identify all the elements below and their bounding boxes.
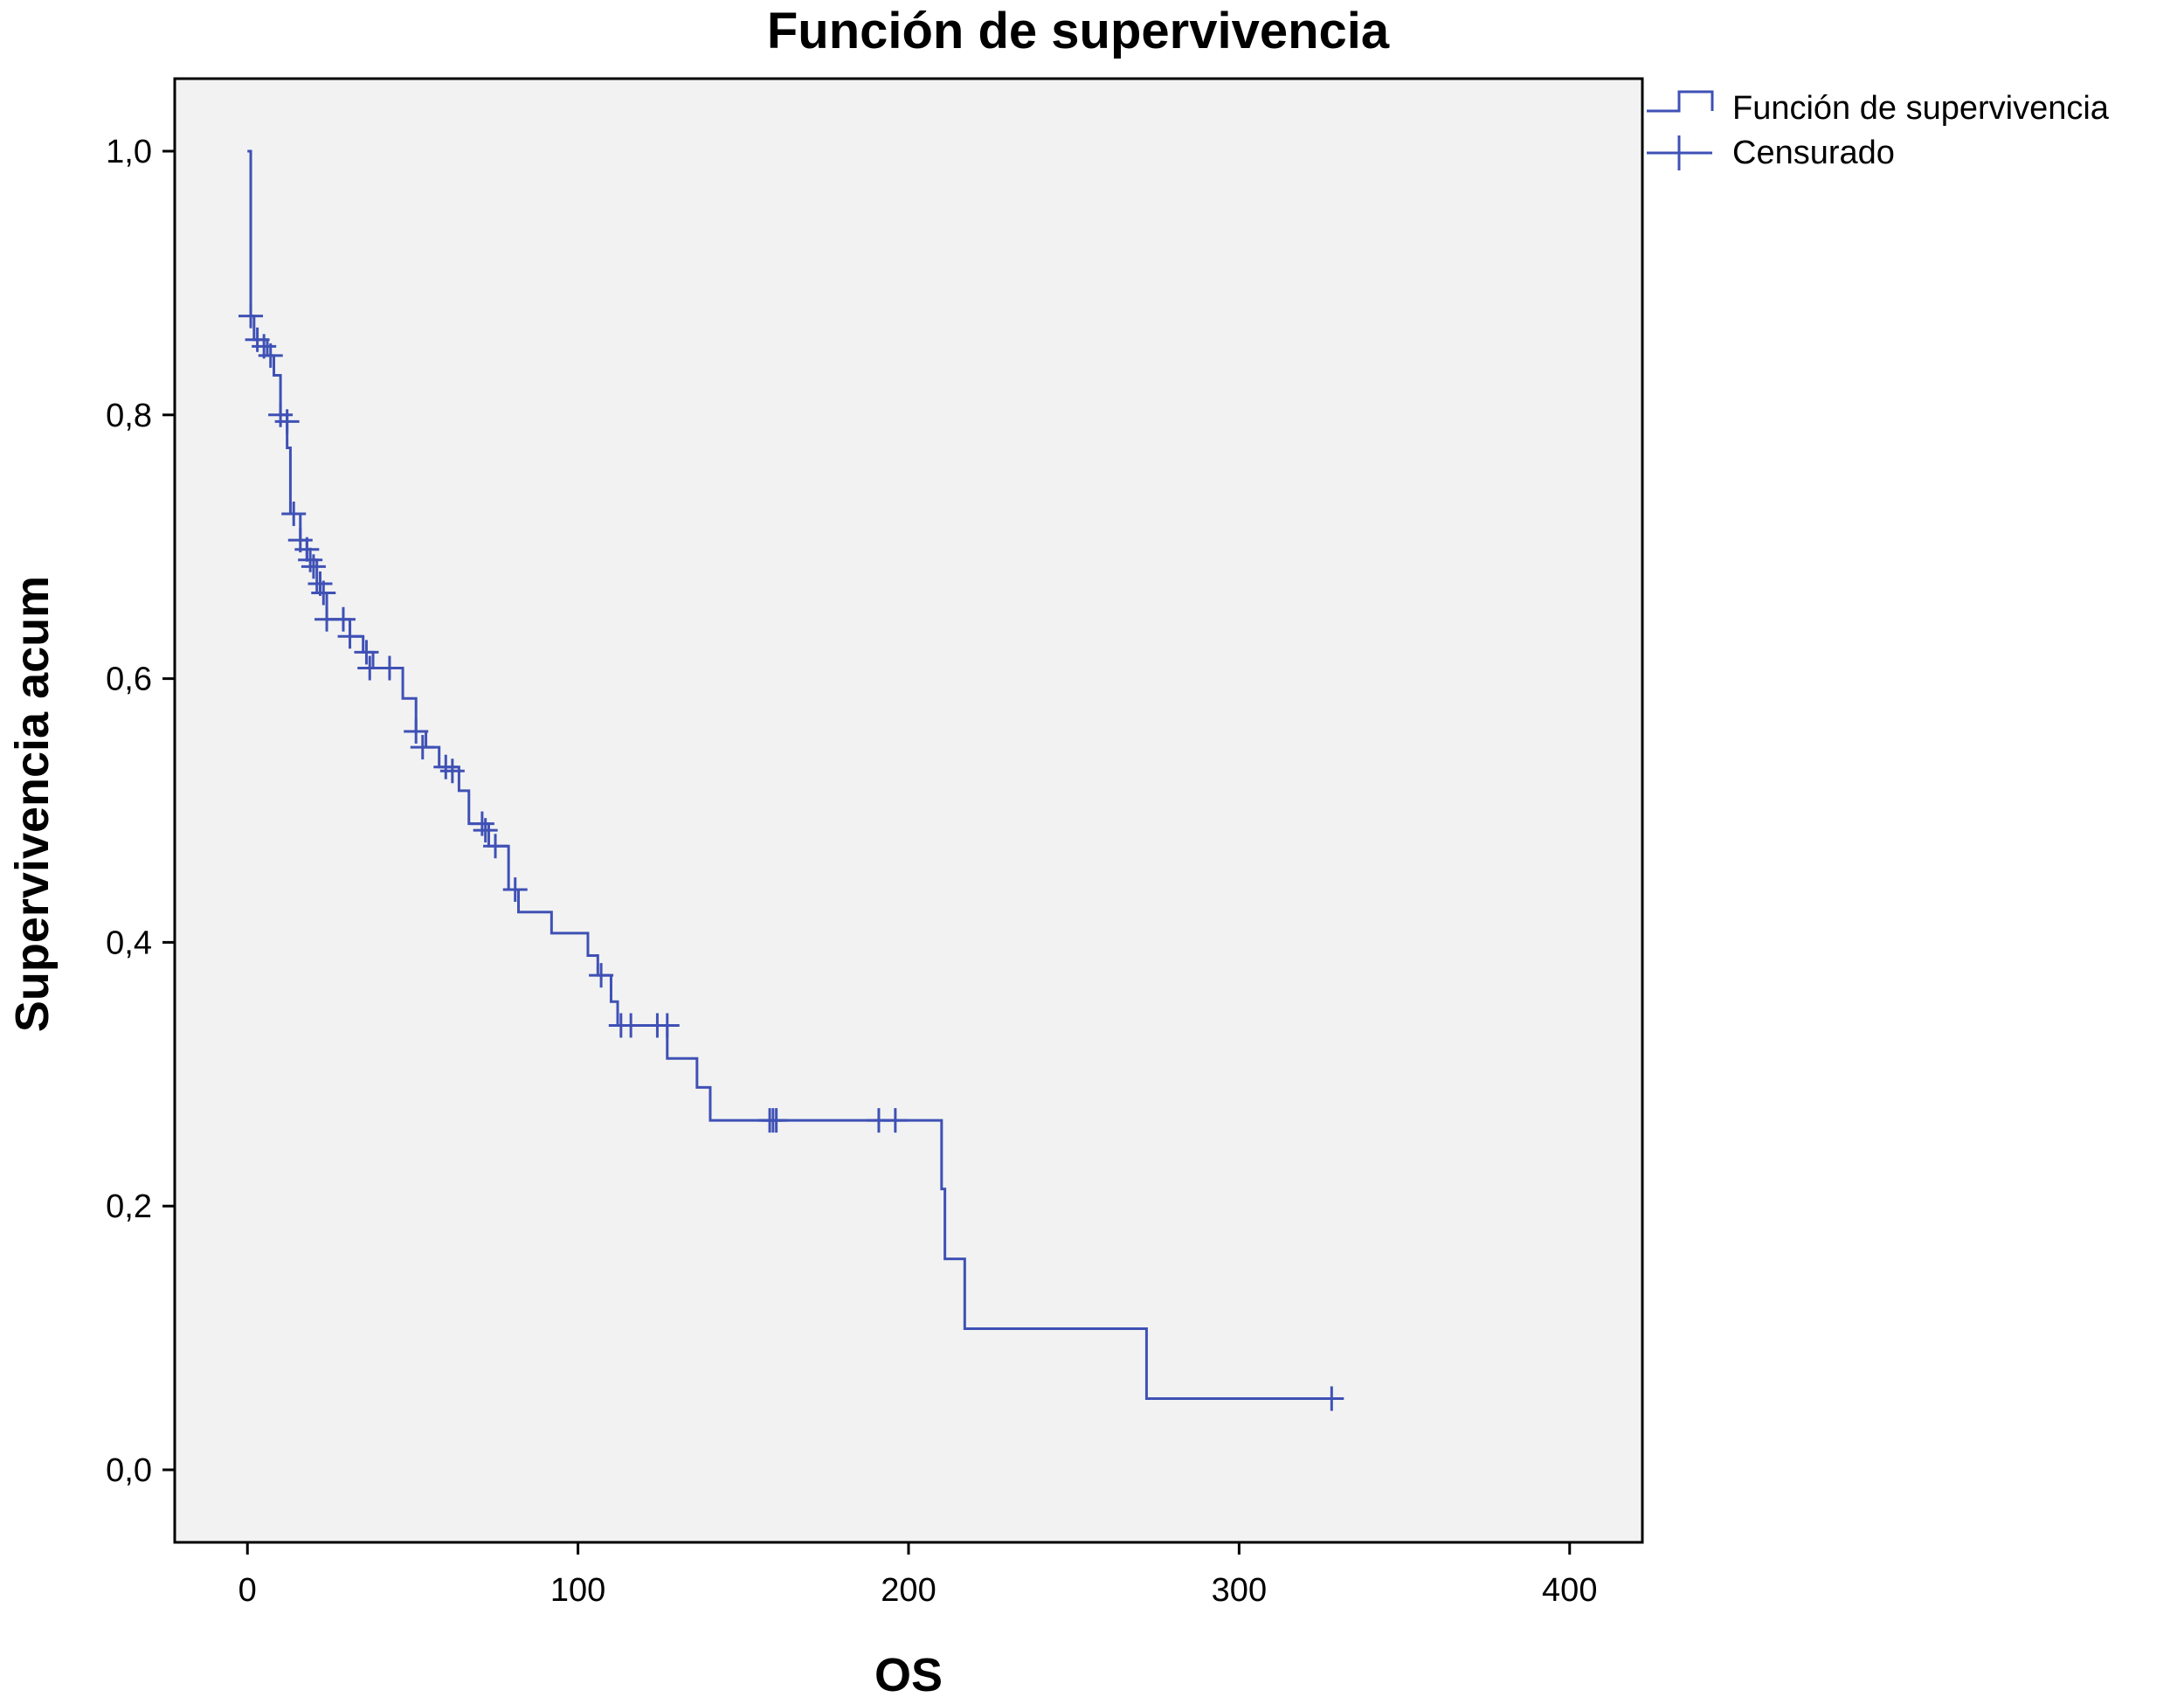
censored-marker [238,303,264,329]
censored-marker [337,624,363,649]
plot-area [173,77,1644,1544]
censored-marker [274,409,300,434]
legend-label-censored: Censurado [1732,135,1895,171]
censored-marker [1319,1386,1344,1411]
censored-marker [245,327,270,352]
y-tick-label: 0,2 [106,1188,152,1225]
censored-marker [619,1013,644,1038]
x-tick-label: 0 [238,1572,257,1609]
x-tick-label: 300 [1212,1572,1267,1609]
legend: Función de supervivencia Censurado [1647,90,2110,171]
censored-marker [354,640,379,665]
censored-marker [377,655,402,681]
y-tick-label: 0,4 [106,925,152,961]
censored-marker [404,718,429,744]
y-tick-label: 1,0 [106,134,152,170]
censor-markers [238,303,1344,1411]
y-tick-label: 0,8 [106,398,152,434]
chart-title: Función de supervivencia [767,3,1390,59]
censored-marker [882,1108,908,1133]
x-axis: 0 100 200 300 400 [238,1542,1597,1609]
censored-marker [433,754,459,779]
legend-step-symbol [1647,90,1714,113]
censored-marker [330,606,356,632]
censored-marker [301,554,326,579]
x-tick-label: 400 [1542,1572,1597,1609]
censored-marker [764,1108,789,1133]
censored-marker [502,877,528,903]
survival-step-line [247,149,1332,1401]
censored-marker [410,735,435,760]
censored-marker [589,963,614,988]
legend-label-survival: Función de supervivencia [1732,90,2110,127]
censored-marker [654,1013,680,1038]
y-axis: 0,0 0,2 0,4 0,6 0,8 1,0 [106,134,175,1489]
censored-marker [439,758,465,784]
y-tick-label: 0,0 [106,1452,152,1489]
y-tick-label: 0,6 [106,662,152,698]
x-axis-title: OS [874,1649,943,1701]
censored-marker [469,811,494,836]
x-tick-label: 200 [881,1572,936,1609]
x-tick-label: 100 [550,1572,605,1609]
censored-marker [473,818,498,843]
censored-marker [268,402,294,427]
y-axis-title: Supervivencia acum [6,576,59,1032]
censored-marker [483,834,508,859]
censored-marker [294,537,320,562]
censored-marker [298,547,323,572]
censored-marker [258,343,283,368]
censored-marker [311,580,336,606]
series-layer [247,149,1332,1401]
censored-marker [281,501,307,526]
